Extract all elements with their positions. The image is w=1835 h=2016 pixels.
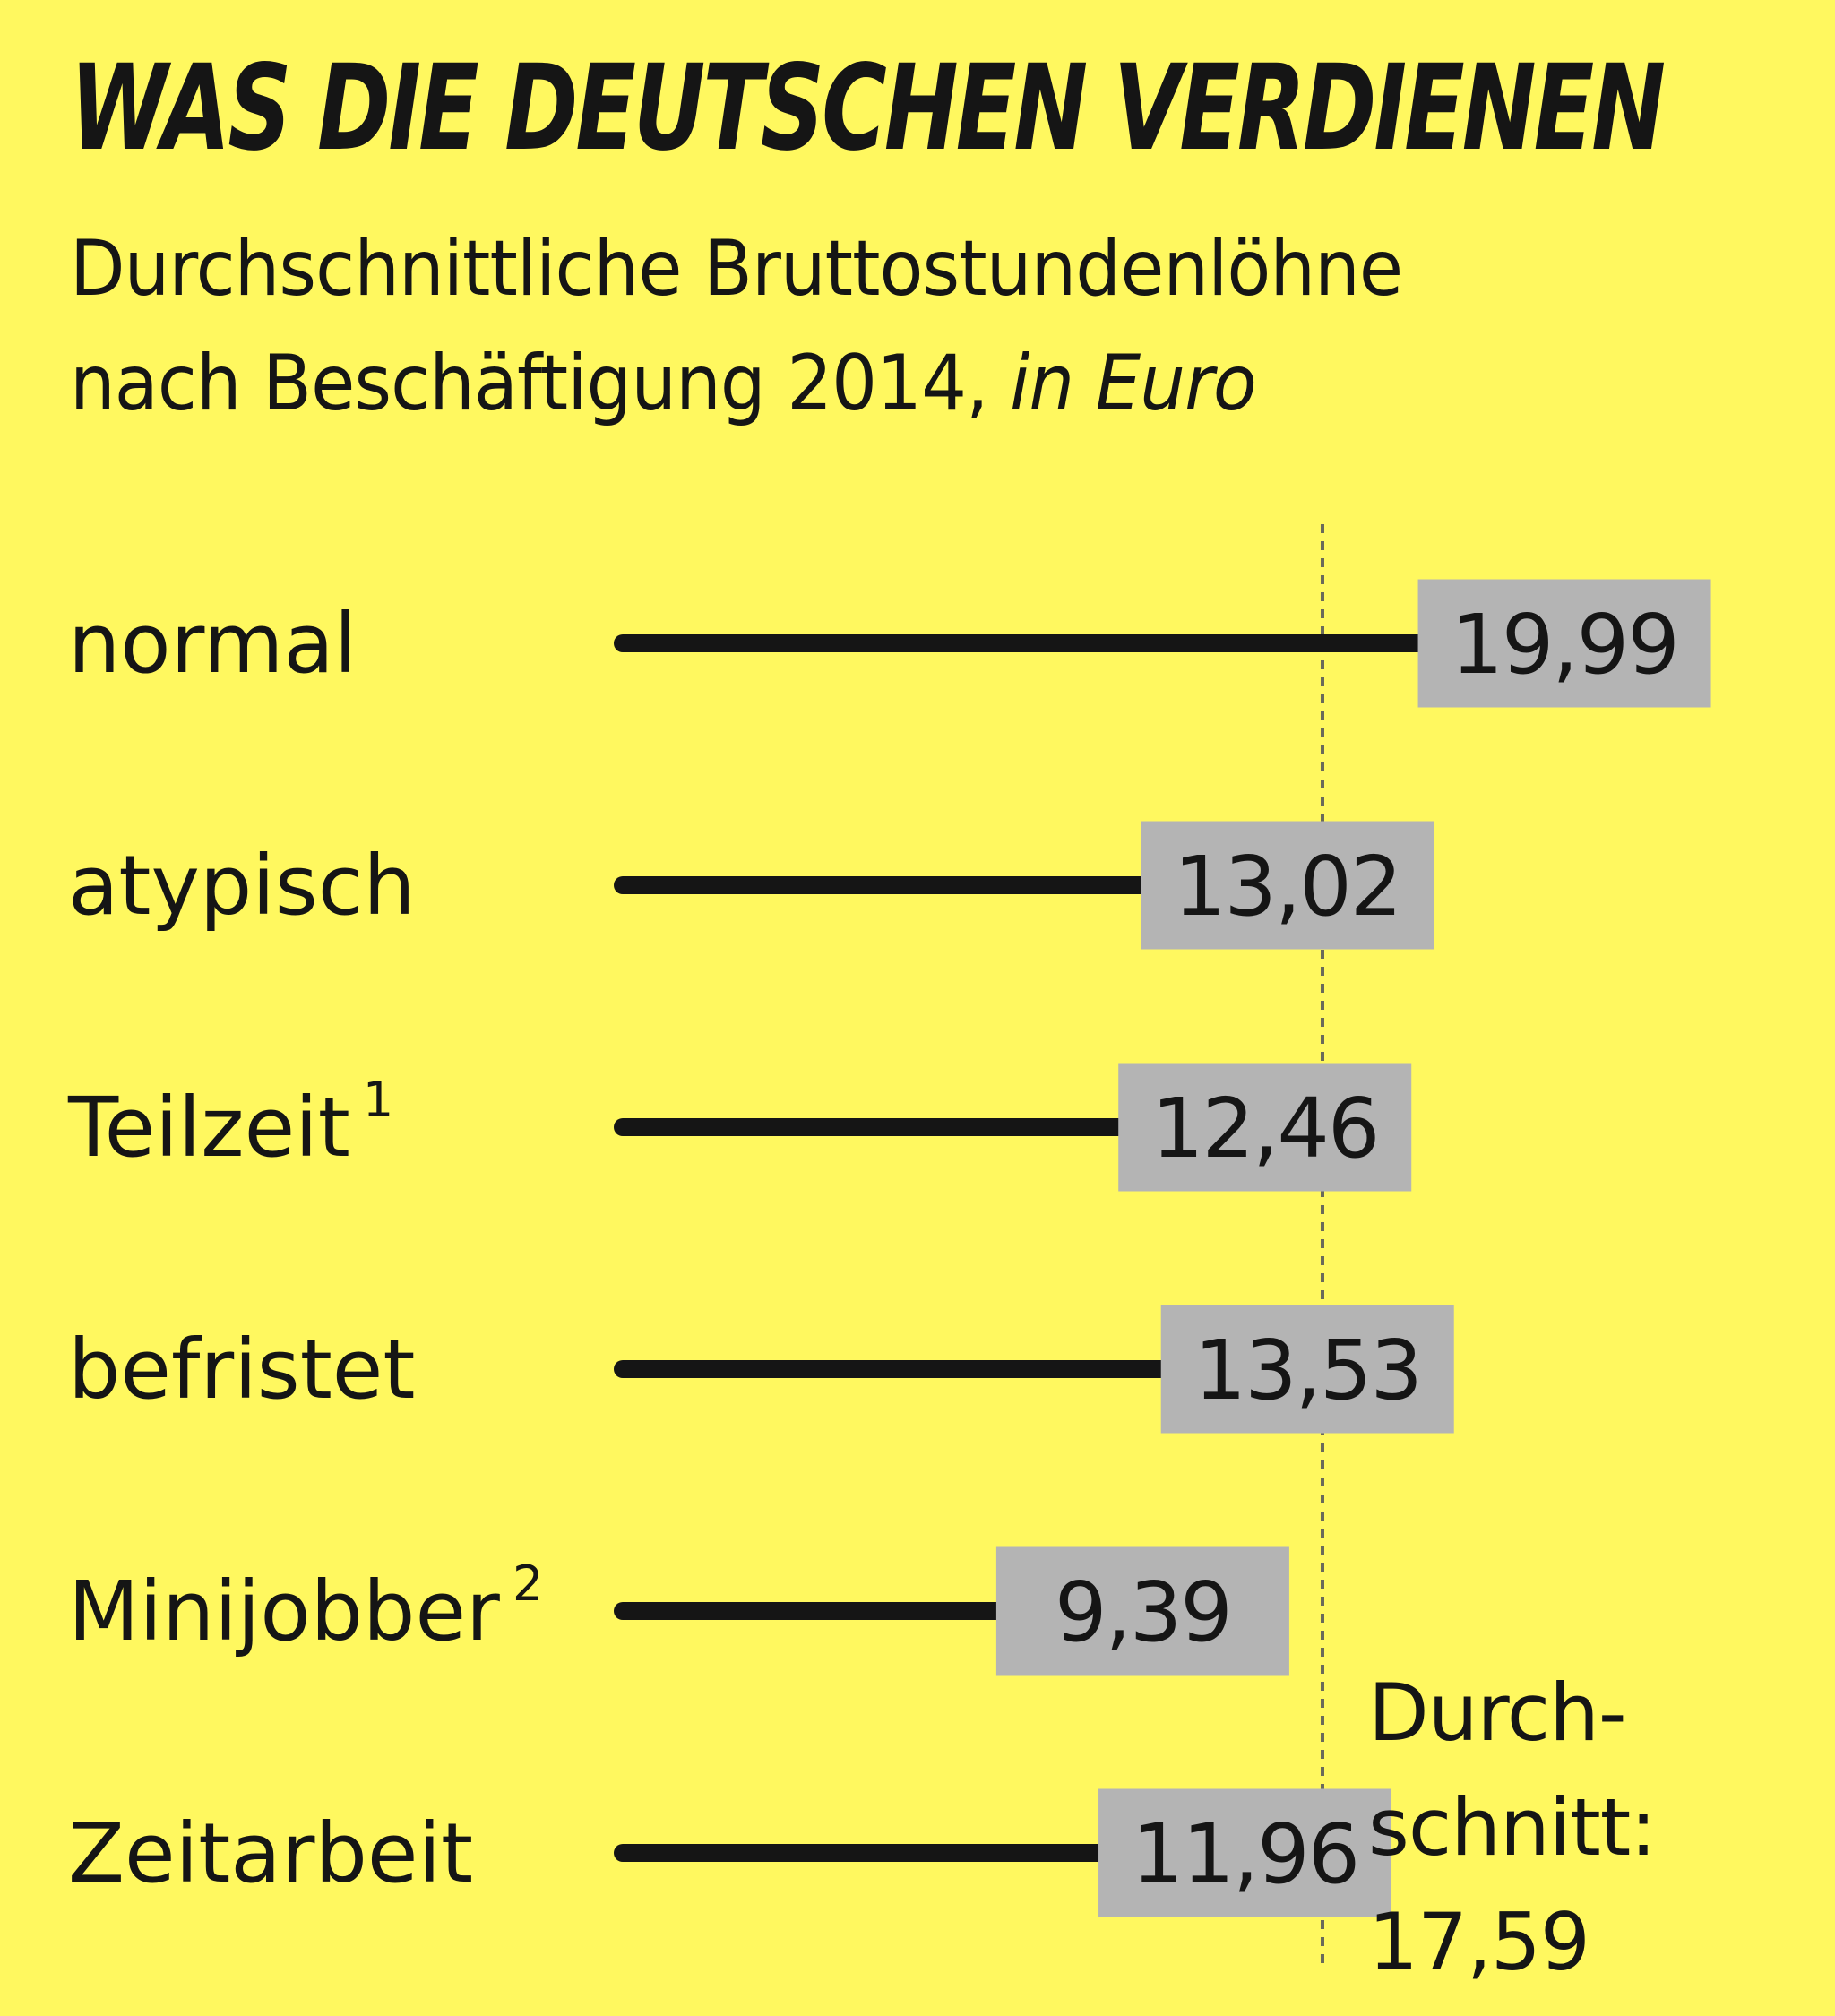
chart-subtitle: Durchschnittliche Bruttostundenlöhne nac… — [70, 211, 1403, 441]
subtitle-line-2: nach Beschäftigung 2014, in Euro — [70, 326, 1402, 441]
value-label: 13,02 — [1174, 839, 1400, 935]
category-label: befristet — [68, 1322, 415, 1417]
average-label-line: 17,59 — [1368, 1896, 1589, 1988]
value-label: 19,99 — [1451, 597, 1677, 693]
chart-title: WAS DIE DEUTSCHEN VERDIENEN — [70, 39, 1666, 177]
value-label-box — [1118, 1063, 1412, 1192]
value-label-box — [995, 1546, 1289, 1676]
category-label: atypisch — [68, 838, 416, 934]
value-label: 13,53 — [1194, 1322, 1421, 1418]
subtitle-line-2-text: nach Beschäftigung 2014, — [70, 339, 988, 428]
value-label-box — [1160, 1305, 1454, 1434]
subtitle-unit: in Euro — [1010, 339, 1257, 428]
value-label-box — [1141, 821, 1434, 950]
footnote-mark: 1 — [363, 1072, 393, 1128]
category-label: Zeitarbeit — [68, 1805, 473, 1901]
category-label: Minijobber — [68, 1564, 500, 1659]
value-label-box — [1417, 579, 1711, 708]
average-label-line: Durch- — [1368, 1667, 1626, 1759]
footnote-mark: 2 — [513, 1555, 543, 1612]
value-label: 12,46 — [1151, 1081, 1378, 1176]
value-label-box — [1098, 1788, 1392, 1917]
value-label: 9,39 — [1055, 1564, 1231, 1660]
average-label-line: schnitt: — [1368, 1781, 1656, 1874]
value-label: 11,96 — [1132, 1806, 1358, 1902]
category-label: Teilzeit — [67, 1080, 350, 1176]
category-label: normal — [68, 596, 357, 692]
subtitle-line-1: Durchschnittliche Bruttostundenlöhne — [70, 224, 1403, 314]
